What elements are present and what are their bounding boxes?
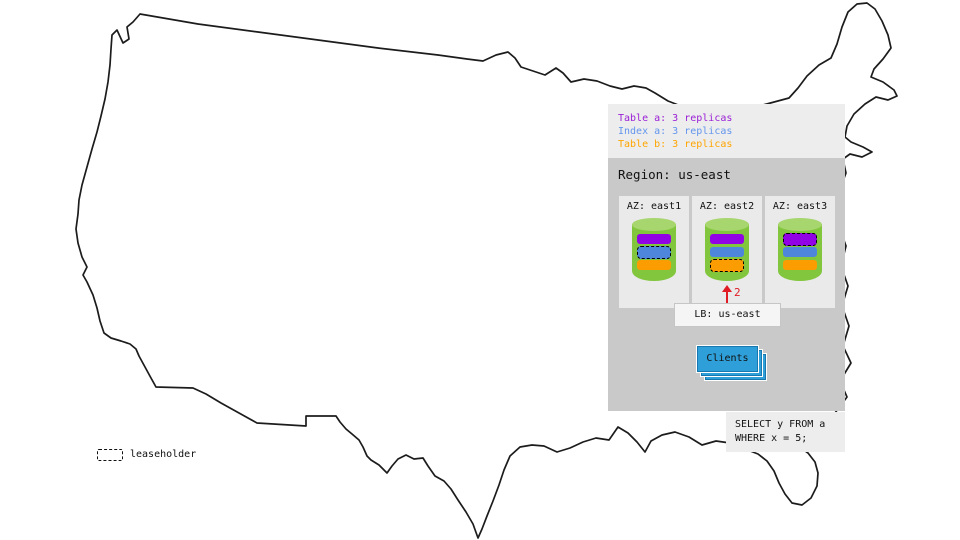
leaseholder-key: leaseholder bbox=[97, 448, 196, 462]
replica-bar-table-b-leaseholder bbox=[710, 258, 744, 272]
az-row: AZ: east1 AZ: east2 AZ: east3 bbox=[619, 196, 835, 308]
replica-bar-index-a bbox=[710, 247, 744, 257]
cylinder-top bbox=[778, 218, 822, 231]
sql-query-line-2: WHERE x = 5; bbox=[735, 433, 808, 444]
replica-bar-table-b bbox=[783, 260, 817, 270]
arrow-head bbox=[722, 285, 732, 292]
az-cell-east3: AZ: east3 bbox=[765, 196, 835, 308]
replica-bar-table-b bbox=[637, 260, 671, 270]
cylinder-top bbox=[632, 218, 676, 231]
legend-table-b: Table b: 3 replicas bbox=[618, 139, 733, 150]
cylinder-top bbox=[705, 218, 749, 231]
az-label-east3: AZ: east3 bbox=[772, 201, 828, 212]
az-label-east2: AZ: east2 bbox=[699, 201, 755, 212]
leaseholder-dashed-box-icon bbox=[97, 449, 123, 461]
replica-bars-east2 bbox=[710, 234, 744, 272]
replica-bar-index-a-leaseholder bbox=[637, 245, 671, 259]
region-title: Region: us-east bbox=[618, 167, 731, 182]
leaseholder-key-label: leaseholder bbox=[130, 449, 197, 460]
replica-bars-east1 bbox=[637, 234, 671, 270]
sql-query-line-1: SELECT y FROM a bbox=[735, 419, 826, 430]
arrow-step-label: 2 bbox=[734, 286, 741, 299]
legend-table-a: Table a: 3 replicas bbox=[618, 113, 733, 124]
arrow-shaft bbox=[726, 291, 728, 303]
sql-query-box: SELECT y FROM a WHERE x = 5; bbox=[726, 412, 845, 452]
database-cylinder-east2 bbox=[705, 218, 749, 286]
request-arrow-icon bbox=[720, 285, 734, 303]
replica-bar-table-a-leaseholder bbox=[783, 232, 817, 246]
region-panel: Region: us-east AZ: east1 AZ: east2 AZ: … bbox=[608, 158, 845, 411]
database-cylinder-east1 bbox=[632, 218, 676, 286]
replica-bars-east3 bbox=[783, 232, 817, 270]
legend-index-a: Index a: 3 replicas bbox=[618, 126, 733, 137]
clients-box: Clients bbox=[696, 345, 759, 373]
load-balancer-box: LB: us-east bbox=[674, 303, 781, 327]
replica-bar-table-a bbox=[710, 234, 744, 244]
az-label-east1: AZ: east1 bbox=[626, 201, 682, 212]
clients-stack: Clients bbox=[696, 345, 769, 382]
replica-legend-panel: Table a: 3 replicas Index a: 3 replicas … bbox=[608, 104, 845, 158]
database-cylinder-east3 bbox=[778, 218, 822, 286]
replica-bar-table-a bbox=[637, 234, 671, 244]
az-cell-east1: AZ: east1 bbox=[619, 196, 689, 308]
replica-bar-index-a bbox=[783, 247, 817, 257]
